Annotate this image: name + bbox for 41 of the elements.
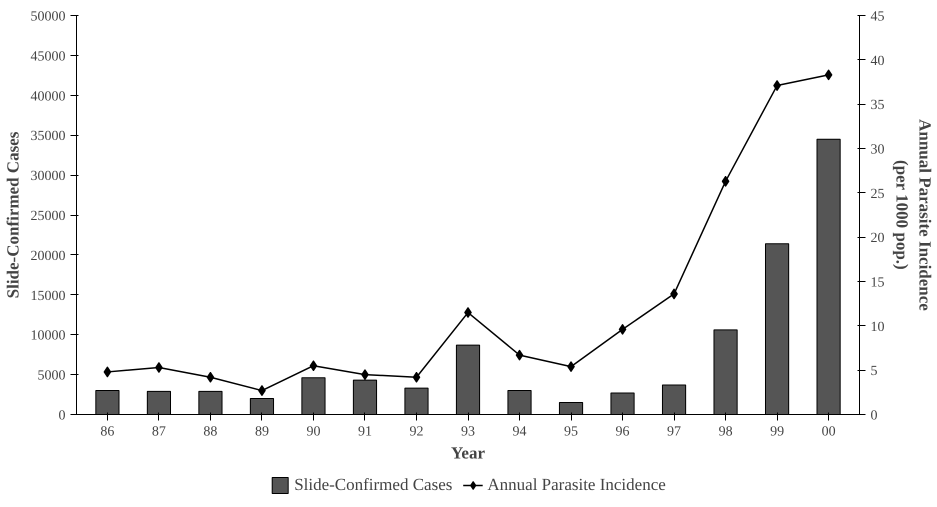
x-axis-title: Year bbox=[451, 444, 486, 462]
x-tick-label: 00 bbox=[822, 424, 836, 440]
x-tick-label: 99 bbox=[770, 424, 784, 440]
y-tick-label: 10000 bbox=[30, 328, 66, 344]
y-tick-label: 25000 bbox=[30, 209, 66, 224]
x-tick-label: 91 bbox=[358, 424, 372, 440]
x-tick-label: 89 bbox=[254, 424, 269, 440]
y2-tick-label: 30 bbox=[870, 142, 884, 158]
y-tick-label: 45000 bbox=[30, 49, 66, 64]
legend-label: Slide-Confirmed Cases bbox=[294, 475, 452, 495]
y2-axis-title: Annual Parasite Incidence (per 1000 pop.) bbox=[892, 119, 934, 312]
y-tick-label: 20000 bbox=[30, 248, 66, 264]
y-tick-label: 35000 bbox=[30, 129, 66, 144]
y-tick-label: 5000 bbox=[38, 368, 66, 384]
x-tick-label: 93 bbox=[461, 424, 475, 440]
y2-tick-label: 35 bbox=[870, 98, 884, 114]
y2-tick-label: 10 bbox=[870, 320, 884, 335]
x-tick-label: 88 bbox=[203, 424, 218, 440]
x-tick-label: 98 bbox=[718, 424, 733, 440]
y-tick-label: 50000 bbox=[30, 10, 66, 24]
y-tick-label: 30000 bbox=[30, 169, 66, 184]
y2-tick-label: 15 bbox=[870, 276, 884, 290]
y-tick-label: 15000 bbox=[30, 288, 66, 304]
y2-tick-label: 20 bbox=[870, 231, 884, 246]
y-axis-title: Slide-Confirmed Cases bbox=[4, 131, 22, 298]
y-tick-label: 40000 bbox=[30, 89, 66, 104]
y2-tick-label: 25 bbox=[870, 186, 884, 202]
x-tick-label: 92 bbox=[409, 424, 424, 440]
x-tick-label: 95 bbox=[564, 424, 578, 440]
x-tick-label: 90 bbox=[306, 424, 320, 440]
x-tick-label: 96 bbox=[616, 424, 630, 440]
x-tick-label: 97 bbox=[667, 424, 682, 440]
x-tick-label: 94 bbox=[512, 424, 527, 440]
y2-tick-label: 40 bbox=[870, 54, 884, 69]
y2-tick-label: 5 bbox=[870, 364, 878, 380]
y2-tick-label: 45 bbox=[870, 10, 884, 24]
y2-tick-label: 0 bbox=[870, 408, 878, 424]
legend-label: Annual Parasite Incidence bbox=[487, 475, 666, 495]
x-tick-label: 86 bbox=[100, 424, 114, 440]
x-tick-label: 87 bbox=[152, 424, 166, 440]
y-tick-label: 0 bbox=[58, 408, 66, 424]
